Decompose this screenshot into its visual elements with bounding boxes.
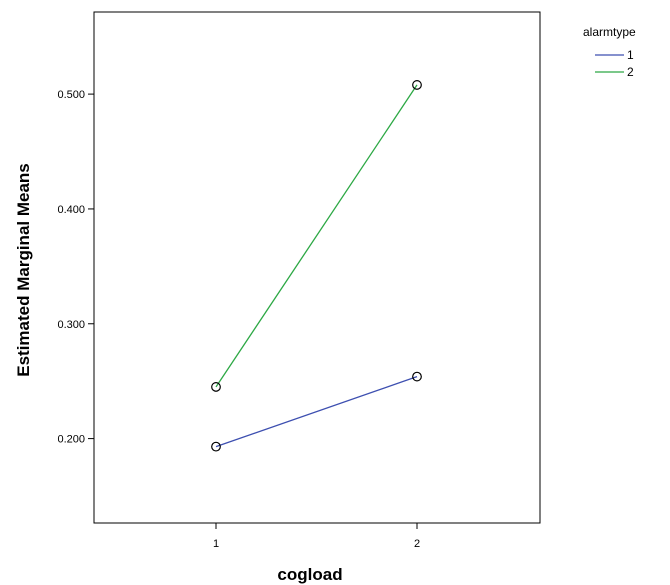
legend-title: alarmtype [583, 25, 636, 39]
data-point-series-1 [412, 371, 422, 382]
legend-label-series-2: 2 [627, 65, 634, 79]
data-point-series-1 [211, 441, 221, 452]
y-axis-title: Estimated Marginal Means [14, 163, 33, 377]
x-tick-label: 2 [414, 538, 420, 550]
data-point-series-2 [412, 80, 422, 90]
y-tick-label: 0.300 [57, 319, 85, 331]
x-axis-title: cogload [277, 565, 342, 584]
y-tick-label: 0.400 [57, 204, 85, 216]
series-line-2 [215, 84, 418, 388]
legend: alarmtype 1 2 [583, 25, 636, 79]
data-point-series-2 [211, 382, 221, 392]
x-tick-label: 1 [213, 538, 219, 550]
legend-label-series-1: 1 [627, 48, 634, 62]
y-tick-label: 0.200 [57, 434, 85, 446]
y-tick-label: 0.500 [57, 89, 85, 101]
series-line-1 [215, 375, 418, 448]
plot-frame [93, 11, 541, 524]
